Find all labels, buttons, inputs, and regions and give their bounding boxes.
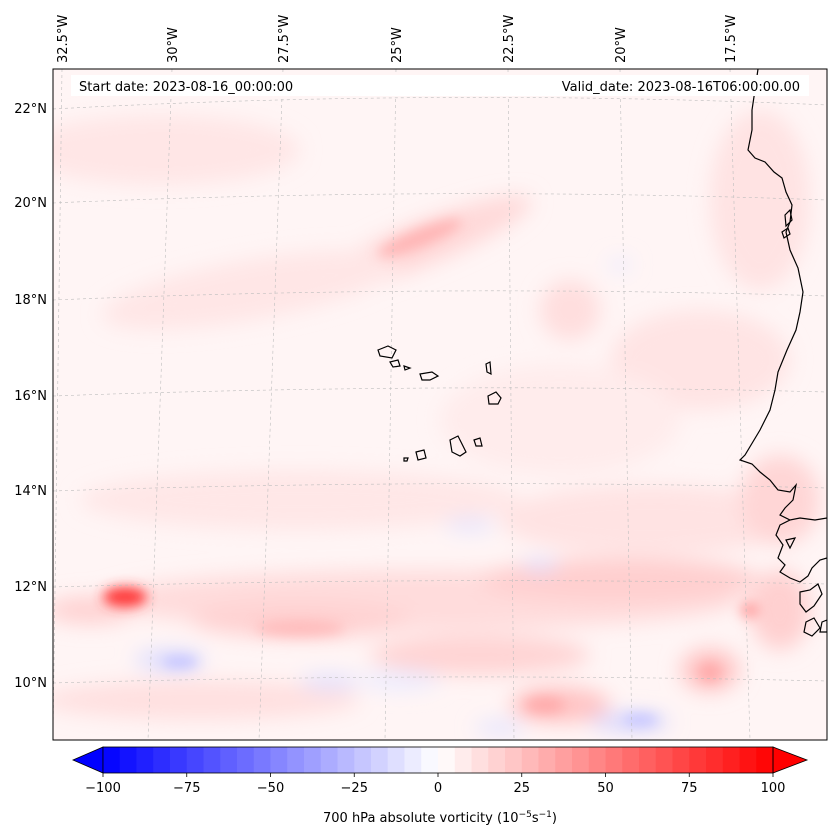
lon-label-32-5w: 32.5°W — [56, 15, 71, 63]
colorbar-bin — [119, 747, 138, 773]
lat-label-12n: 12°N — [14, 580, 47, 595]
colorbar-bin — [304, 747, 322, 773]
colorbar-bin — [706, 747, 724, 773]
colorbar-label-suffix: ) — [552, 811, 557, 826]
colorbar-tick-label: −100 — [85, 781, 121, 796]
colorbar-bin — [572, 747, 590, 773]
longitude-labels: 32.5°W 30°W 27.5°W 25°W 22.5°W 20°W 17.5… — [56, 15, 739, 63]
colorbar-bin — [203, 747, 221, 773]
colorbar-label: 700 hPa absolute vorticity (10−5s−1) — [323, 810, 557, 826]
colorbar-bin — [136, 747, 154, 773]
colorbar-bin — [739, 747, 757, 773]
lon-label-27-5w: 27.5°W — [277, 15, 292, 63]
colorbar-bin — [253, 747, 272, 773]
lon-label-17-5w: 17.5°W — [724, 15, 739, 63]
colorbar-label-prefix: 700 hPa absolute vorticity (10 — [323, 811, 519, 826]
colorbar-bin — [270, 747, 288, 773]
lat-label-14n: 14°N — [14, 484, 47, 499]
colorbar-tick-label: −50 — [257, 781, 284, 796]
colorbar-tick-label: 100 — [761, 781, 786, 796]
colorbar-bin — [404, 747, 422, 773]
gridlines — [53, 69, 827, 740]
colorbar-tick-label: −75 — [173, 781, 200, 796]
colorbar-bin — [454, 747, 473, 773]
colorbar-tick-label: 50 — [597, 781, 614, 796]
colorbar-bin — [521, 747, 540, 773]
colorbar-bin — [588, 747, 607, 773]
lon-label-25w: 25°W — [390, 27, 405, 63]
colorbar-bins — [103, 747, 774, 773]
colorbar-bin — [756, 747, 774, 773]
colorbar-bin — [505, 747, 523, 773]
start-date-label: Start date: 2023-08-16_00:00:00 — [79, 80, 293, 95]
colorbar-bin — [387, 747, 406, 773]
colorbar-bin — [538, 747, 556, 773]
colorbar-bin — [622, 747, 640, 773]
colorbar-bin — [103, 747, 121, 773]
valid-date-label: Valid_date: 2023-08-16T06:00:00.00 — [562, 80, 800, 95]
colorbar-bin — [471, 747, 489, 773]
colorbar-bin — [153, 747, 171, 773]
colorbar-bin — [371, 747, 389, 773]
info-box — [71, 75, 809, 96]
colorbar-tick-label: 75 — [681, 781, 698, 796]
vorticity-field — [53, 69, 827, 740]
lat-label-20n: 20°N — [14, 196, 47, 211]
colorbar-bin — [639, 747, 657, 773]
latitude-labels: 22°N 20°N 18°N 16°N 14°N 12°N 10°N — [14, 102, 47, 691]
colorbar-tick-label: −25 — [341, 781, 368, 796]
lat-label-22n: 22°N — [14, 102, 47, 117]
lon-label-30w: 30°W — [166, 27, 181, 63]
colorbar-label-exp1: −5 — [519, 810, 532, 820]
colorbar-bin — [689, 747, 707, 773]
colorbar-tick-label: 25 — [513, 781, 530, 796]
lat-label-18n: 18°N — [14, 293, 47, 308]
lat-label-16n: 16°N — [14, 389, 47, 404]
colorbar-bin — [337, 747, 355, 773]
colorbar: −100 −75 −50 −25 0 25 50 75 100 700 hPa absolute… — [71, 746, 809, 826]
colorbar-bin — [354, 747, 372, 773]
colorbar-bin — [722, 747, 741, 773]
colorbar-bin — [488, 747, 506, 773]
colorbar-label-exp2: −1 — [539, 810, 552, 820]
colorbar-bin — [186, 747, 205, 773]
colorbar-bin — [237, 747, 255, 773]
colorbar-bin — [421, 747, 439, 773]
colorbar-extend-high — [772, 746, 809, 774]
colorbar-bin — [555, 747, 573, 773]
lat-label-10n: 10°N — [14, 676, 47, 691]
colorbar-extend-low — [71, 746, 104, 774]
colorbar-tick-label: 0 — [434, 781, 442, 796]
colorbar-bin — [287, 747, 305, 773]
cape-verde-islands — [377, 345, 502, 462]
lon-label-20w: 20°W — [614, 27, 629, 63]
africa-coastline — [738, 69, 827, 521]
colorbar-bin — [605, 747, 623, 773]
colorbar-label-mid: s — [532, 811, 539, 826]
map-frame — [52, 68, 828, 741]
colorbar-bin — [672, 747, 690, 773]
colorbar-bin — [220, 747, 238, 773]
colorbar-bin — [170, 747, 188, 773]
colorbar-bin — [438, 747, 456, 773]
lon-label-22-5w: 22.5°W — [502, 15, 517, 63]
colorbar-ticks: −100 −75 −50 −25 0 25 50 75 100 — [85, 773, 785, 796]
colorbar-bin — [320, 747, 339, 773]
colorbar-bin — [655, 747, 674, 773]
coastlines — [738, 69, 827, 637]
